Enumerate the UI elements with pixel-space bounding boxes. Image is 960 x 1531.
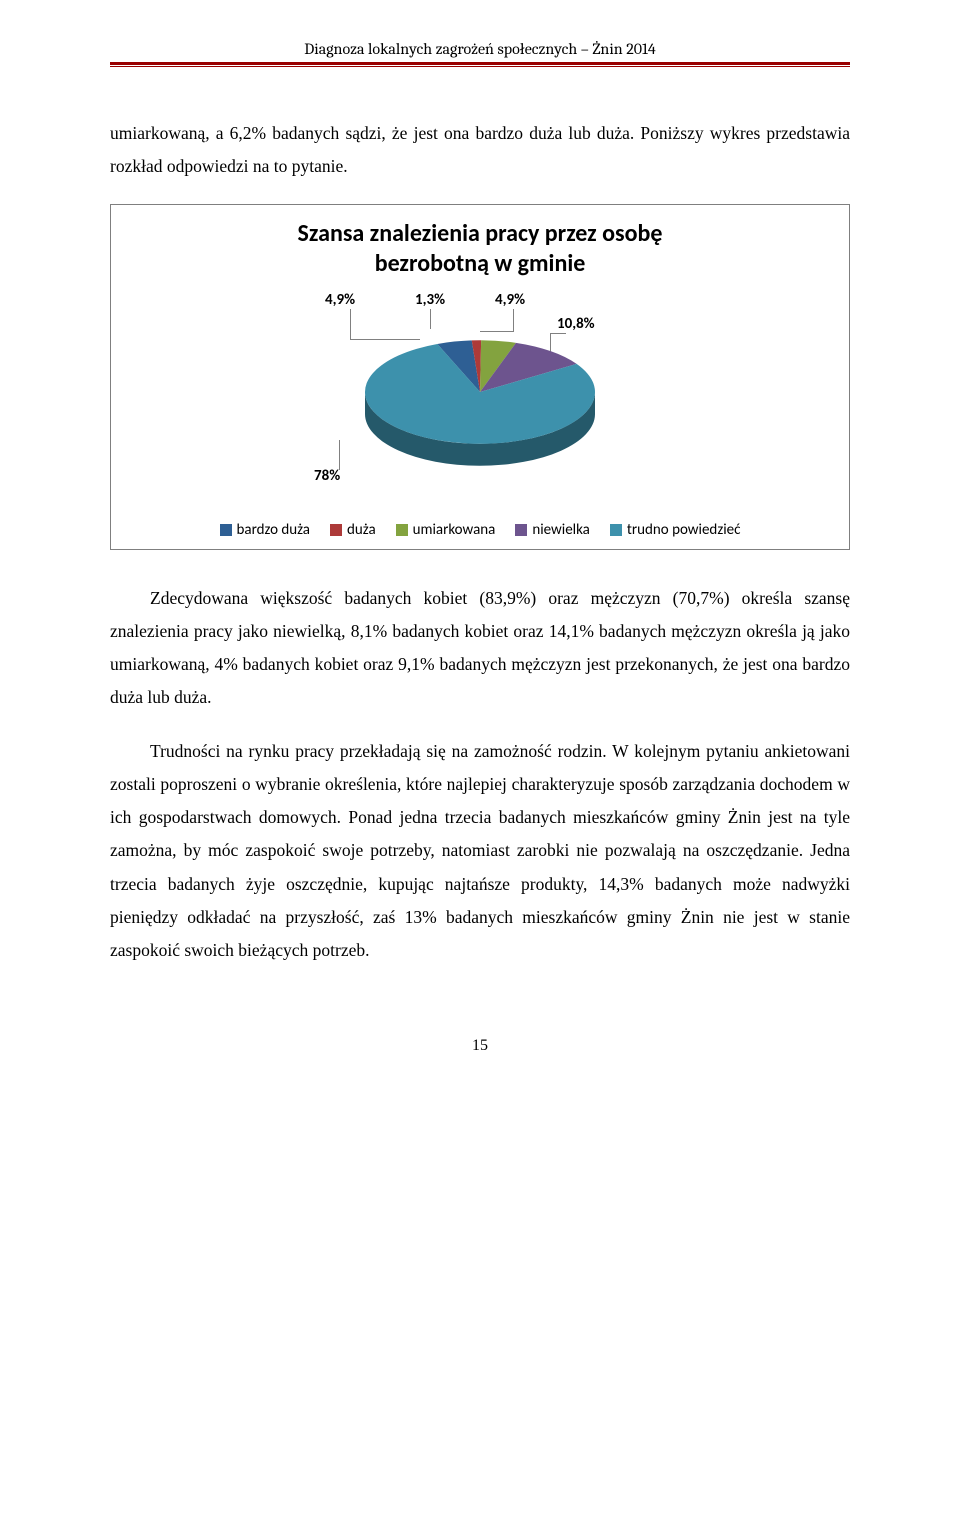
legend-swatch [330, 524, 342, 536]
leader-line [430, 309, 431, 329]
data-label-duza: 1,3% [415, 291, 445, 309]
legend-item: duża [330, 521, 376, 539]
legend-swatch [610, 524, 622, 536]
page-header: Diagnoza lokalnych zagrożeń społecznych … [110, 40, 850, 62]
data-label-bardzo-duza: 4,9% [325, 291, 355, 309]
chart-title: Szansa znalezienia pracy przez osobę bez… [125, 219, 835, 279]
legend-swatch [220, 524, 232, 536]
legend-item: niewielka [515, 521, 590, 539]
chart-legend: bardzo duża duża umiarkowana niewielka t… [125, 521, 835, 539]
legend-item: bardzo duża [220, 521, 311, 539]
header-rule [110, 62, 850, 67]
legend-label: trudno powiedzieć [627, 521, 741, 539]
pie-chart-container: Szansa znalezienia pracy przez osobę bez… [110, 204, 850, 550]
body-paragraph-2: Trudności na rynku pracy przekładają się… [110, 735, 850, 968]
legend-label: bardzo duża [237, 521, 311, 539]
intro-paragraph: umiarkowaną, a 6,2% badanych sądzi, że j… [110, 117, 850, 184]
page-number: 15 [110, 1037, 850, 1055]
legend-label: niewielka [532, 521, 590, 539]
data-label-umiarkowana: 4,9% [495, 291, 525, 309]
legend-swatch [515, 524, 527, 536]
legend-item: umiarkowana [396, 521, 496, 539]
pie-svg [335, 327, 625, 487]
body-paragraph-1: Zdecydowana większość badanych kobiet (8… [110, 582, 850, 715]
legend-swatch [396, 524, 408, 536]
chart-plot-area: 4,9% 1,3% 4,9% 10,8% 78% [125, 285, 835, 515]
legend-item: trudno powiedzieć [610, 521, 741, 539]
legend-label: duża [347, 521, 376, 539]
chart-title-line1: Szansa znalezienia pracy przez osobę [298, 219, 663, 248]
legend-label: umiarkowana [413, 521, 496, 539]
pie-chart [335, 327, 625, 492]
chart-title-line2: bezrobotną w gminie [375, 249, 586, 278]
